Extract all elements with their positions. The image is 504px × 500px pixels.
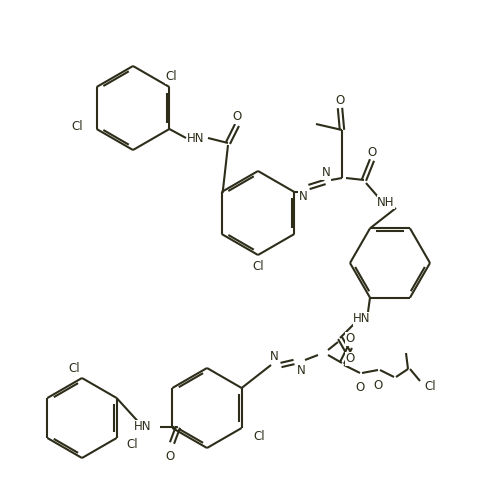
Text: HN: HN xyxy=(187,132,205,144)
Text: Cl: Cl xyxy=(254,430,265,442)
Text: Cl: Cl xyxy=(127,438,138,450)
Text: Cl: Cl xyxy=(165,70,177,84)
Text: Cl: Cl xyxy=(68,362,80,374)
Text: N: N xyxy=(270,350,278,362)
Text: O: O xyxy=(367,146,376,158)
Text: O: O xyxy=(232,110,241,124)
Text: N: N xyxy=(322,166,331,179)
Text: HN: HN xyxy=(353,312,371,326)
Text: O: O xyxy=(373,379,383,392)
Text: Cl: Cl xyxy=(424,380,435,394)
Text: Cl: Cl xyxy=(71,120,83,134)
Text: O: O xyxy=(345,352,355,366)
Text: O: O xyxy=(165,450,174,463)
Text: N: N xyxy=(299,190,307,203)
Text: NH: NH xyxy=(377,196,395,208)
Text: N: N xyxy=(297,364,305,378)
Text: O: O xyxy=(335,94,345,106)
Text: O: O xyxy=(345,332,355,345)
Text: Cl: Cl xyxy=(252,260,264,272)
Text: O: O xyxy=(355,381,364,394)
Text: HN: HN xyxy=(134,420,151,434)
